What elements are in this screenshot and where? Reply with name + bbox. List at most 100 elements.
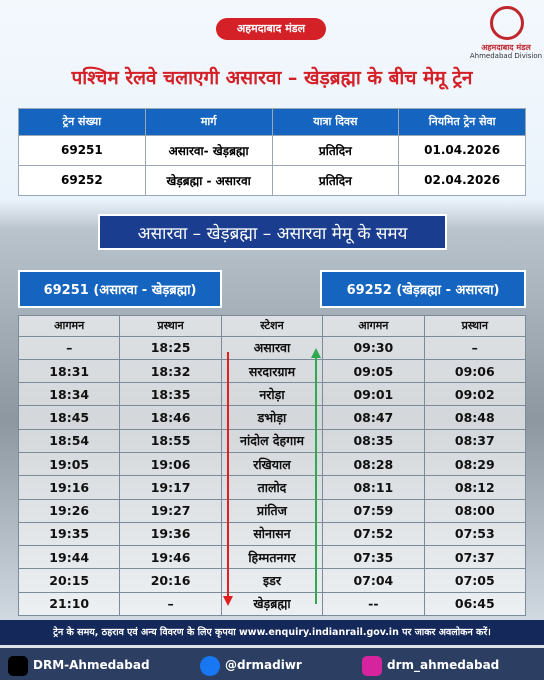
- logo: [490, 6, 524, 40]
- schedule-cell: 08:35: [322, 428, 425, 454]
- schedule-row: 19:05 19:06 रखियाल 08:28 08:29: [17, 452, 527, 477]
- schedule-cell: 09:30: [322, 335, 425, 360]
- schedule-cell: 07:37: [423, 545, 527, 570]
- schedule-cell: 18:34: [17, 382, 121, 407]
- schedule-cell: 07:52: [322, 521, 425, 547]
- schedule-cell: 09:05: [322, 358, 425, 384]
- schedule-row: 20:15 20:16 इडर 07:04 07:05: [17, 568, 527, 593]
- schedule-row: 19:44 19:46 हिम्मतनगर 07:35 07:37: [17, 545, 527, 570]
- service-cell: 69252: [18, 164, 146, 197]
- schedule-cell: 19:16: [17, 475, 121, 500]
- logo-text: अहमदाबाद मंडल: [481, 43, 531, 52]
- schedule-cell: रखियाल: [220, 452, 324, 477]
- schedule-cell: इडर: [220, 568, 324, 593]
- schedule-cell: 18:54: [17, 428, 121, 454]
- schedule-row: 19:26 19:27 प्रांतिज 07:59 08:00: [17, 498, 527, 523]
- schedule-cell: 07:53: [423, 521, 527, 547]
- schedule-cell: सोनासन: [220, 521, 324, 547]
- schedule-cell: 09:06: [423, 358, 527, 384]
- schedule-row: 18:45 18:46 डभोड़ा 08:47 08:48: [17, 405, 527, 430]
- timing-title: असारवा – खेड़ब्रह्मा – असारवा मेमू के सम…: [98, 214, 447, 250]
- service-header: नियमित ट्रेन सेवा: [398, 108, 526, 136]
- social-instagram[interactable]: drm_ahmedabad: [362, 654, 499, 676]
- schedule-cell: हिम्मतनगर: [220, 545, 324, 570]
- schedule-table: आगमन प्रस्थान स्टेशन आगमन प्रस्थान –18:25 असार…: [17, 315, 527, 617]
- schedule-row: 19:35 19:36 सोनासन 07:52 07:53: [17, 521, 527, 547]
- social-x[interactable]: DRM-Ahmedabad: [8, 654, 150, 676]
- service-cell: 69251: [18, 134, 146, 166]
- schedule-cell: 18:46: [119, 405, 222, 430]
- schedule-header: आगमन: [17, 315, 121, 337]
- schedule-row: 19:16 19:17 तालोद 08:11 08:12: [17, 475, 527, 500]
- schedule-header: प्रस्थान: [119, 315, 222, 337]
- social-handle: drm_ahmedabad: [387, 658, 500, 672]
- schedule-cell: तालोद: [220, 475, 324, 500]
- schedule-cell: असारवा: [220, 335, 324, 360]
- social-handle: @drmadiwr: [225, 658, 302, 672]
- service-header: यात्रा दिवस: [271, 108, 400, 136]
- schedule-cell: 07:05: [423, 568, 527, 593]
- schedule-cell: 18:31: [17, 358, 121, 384]
- schedule-cell: 09:01: [322, 382, 425, 407]
- schedule-cell: नरोड़ा: [220, 382, 324, 407]
- schedule-cell: 19:36: [119, 521, 222, 547]
- schedule-cell: –: [17, 335, 121, 360]
- schedule-cell: 08:11: [322, 475, 425, 500]
- schedule-row: 18:54 18:55 नांदोल देहगाम 08:35 08:37: [17, 428, 527, 454]
- service-cell: प्रतिदिन: [271, 134, 400, 166]
- service-row: 69252 खेड़ब्रह्मा - असारवा प्रतिदिन 02.04.2…: [18, 164, 526, 197]
- schedule-cell: 19:35: [17, 521, 121, 547]
- schedule-header: आगमन: [322, 315, 425, 337]
- schedule-cell: 19:27: [119, 498, 222, 523]
- schedule-cell: 18:25: [119, 335, 222, 360]
- service-header: मार्ग: [144, 108, 273, 136]
- schedule-cell: नांदोल देहगाम: [220, 428, 324, 454]
- schedule-cell: 19:44: [17, 545, 121, 570]
- train-label: 69251 (असारवा - खेड़ब्रह्मा): [18, 270, 222, 308]
- schedule-cell: --: [322, 591, 425, 617]
- schedule-cell: प्रांतिज: [220, 498, 324, 523]
- schedule-cell: 09:02: [423, 382, 527, 407]
- schedule-cell: 08:00: [423, 498, 527, 523]
- train-label: 69252 (खेड़ब्रह्मा - असारवा): [320, 270, 526, 308]
- schedule-cell: 08:37: [423, 428, 527, 454]
- service-cell: 01.04.2026: [398, 134, 526, 166]
- service-cell: असारवा- खेड़ब्रह्मा: [144, 134, 273, 166]
- schedule-cell: 18:45: [17, 405, 121, 430]
- schedule-cell: 08:28: [322, 452, 425, 477]
- division-badge: अहमदाबाद मंडल: [216, 18, 326, 40]
- schedule-cell: 21:10: [17, 591, 121, 617]
- schedule-cell: 20:15: [17, 568, 121, 593]
- schedule-cell: 07:35: [322, 545, 425, 570]
- schedule-cell: –: [423, 335, 527, 360]
- service-row: 69251 असारवा- खेड़ब्रह्मा प्रतिदिन 01.04.20…: [18, 134, 526, 166]
- schedule-header: प्रस्थान: [423, 315, 527, 337]
- social-facebook[interactable]: @drmadiwr: [200, 654, 302, 676]
- schedule-cell: 08:48: [423, 405, 527, 430]
- schedule-cell: 20:16: [119, 568, 222, 593]
- schedule-cell: 08:12: [423, 475, 527, 500]
- schedule-cell: 19:06: [119, 452, 222, 477]
- schedule-row: –18:25 असारवा 09:30–: [17, 335, 527, 360]
- schedule-row: 18:34 18:35 नरोड़ा 09:01 09:02: [17, 382, 527, 407]
- schedule-cell: डभोड़ा: [220, 405, 324, 430]
- schedule-cell: 07:04: [322, 568, 425, 593]
- schedule-cell: 07:59: [322, 498, 425, 523]
- service-cell: 02.04.2026: [398, 164, 526, 197]
- schedule-header: स्टेशन: [220, 315, 324, 337]
- schedule-cell: 18:35: [119, 382, 222, 407]
- service-table: ट्रेन संख्या मार्ग यात्रा दिवस नियमित ट्रेन…: [18, 108, 526, 197]
- schedule-cell: 19:17: [119, 475, 222, 500]
- service-cell: खेड़ब्रह्मा - असारवा: [144, 164, 273, 197]
- schedule-row: 21:10– खेड़ब्रह्मा -- 06:45: [17, 591, 527, 617]
- service-header: ट्रेन संख्या: [18, 108, 146, 136]
- social-handle: DRM-Ahmedabad: [33, 658, 150, 672]
- service-row: ट्रेन संख्या मार्ग यात्रा दिवस नियमित ट्रेन…: [18, 108, 526, 136]
- schedule-cell: 18:32: [119, 358, 222, 384]
- title: पश्चिम रेलवे चलाएगी असारवा – खेड़ब्रह्मा…: [71, 67, 473, 89]
- schedule-cell: 18:55: [119, 428, 222, 454]
- service-cell: प्रतिदिन: [271, 164, 400, 197]
- schedule-row: आगमन प्रस्थान स्टेशन आगमन प्रस्थान: [17, 315, 527, 337]
- schedule-cell: –: [119, 591, 222, 617]
